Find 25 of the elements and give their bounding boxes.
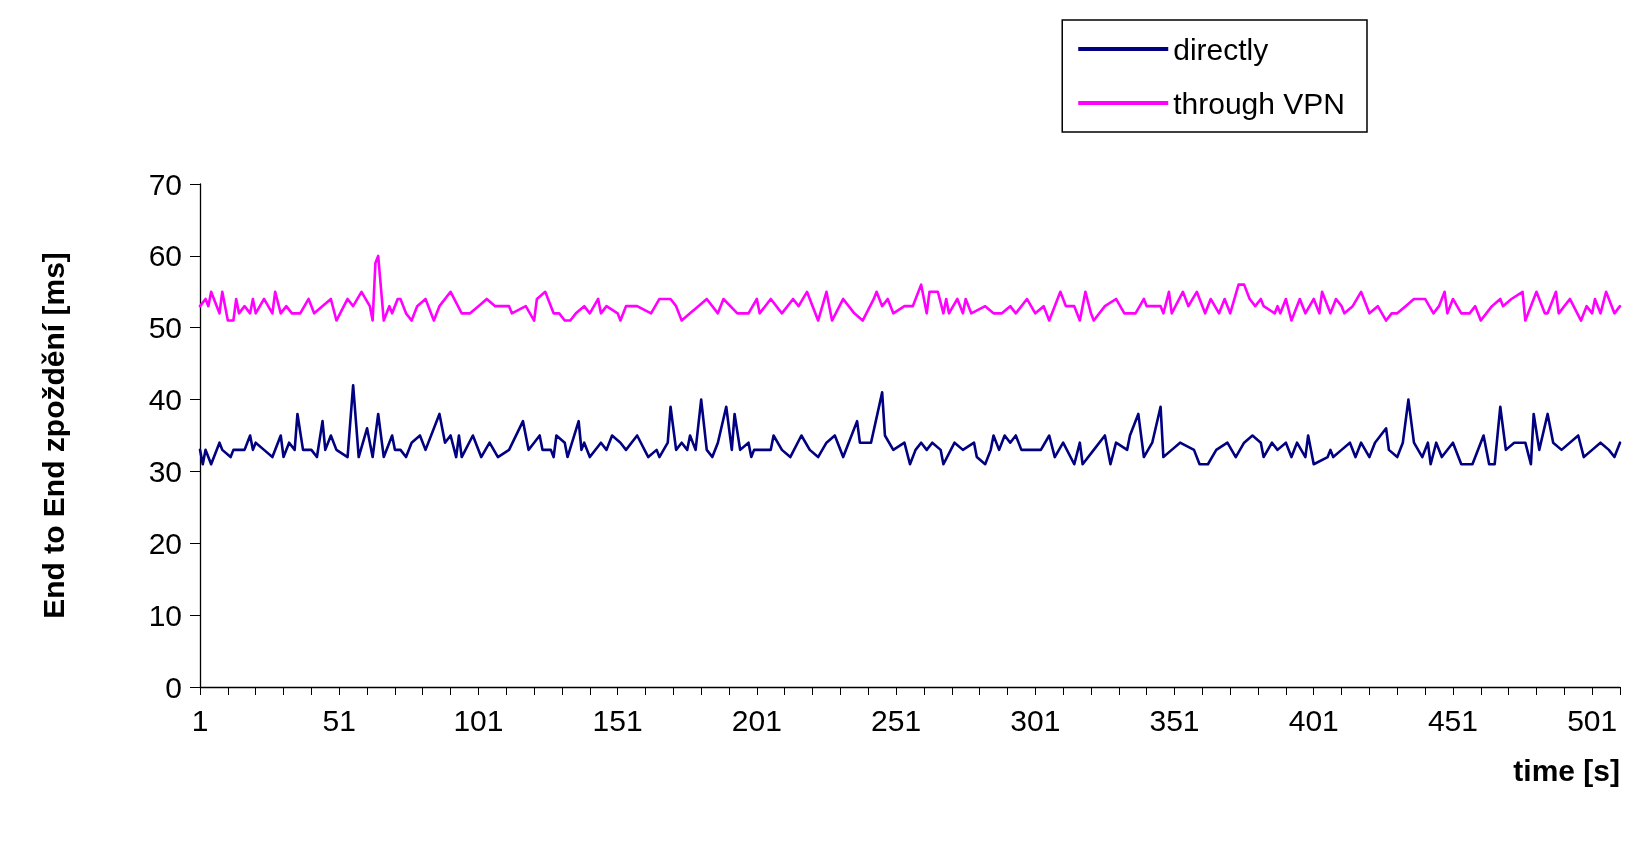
y-tick-label: 70	[148, 167, 182, 201]
x-tick-label: 301	[1010, 703, 1061, 737]
y-axis-title: End to End zpoždění [ms]	[36, 252, 70, 619]
y-tick-label: 50	[148, 311, 182, 345]
x-tick-label: 101	[453, 703, 504, 737]
y-tick-label: 10	[148, 598, 182, 632]
line-series	[198, 383, 1622, 466]
legend-label: directly	[1173, 32, 1269, 66]
x-tick-label: 501	[1567, 703, 1618, 737]
x-tick-label: 201	[731, 703, 782, 737]
y-tick-label: 60	[148, 239, 182, 273]
x-tick-label: 51	[322, 703, 356, 737]
line-series	[198, 254, 1622, 322]
x-tick-label: 1	[191, 703, 209, 737]
y-tick-label: 20	[148, 526, 182, 560]
legend-label: through VPN	[1173, 86, 1346, 120]
y-tick-label: 40	[148, 383, 182, 417]
x-axis-title: time [s]	[1513, 753, 1620, 787]
y-tick-label: 0	[165, 670, 182, 704]
x-tick-label: 351	[1149, 703, 1200, 737]
x-tick-label: 151	[592, 703, 643, 737]
y-tick-label: 30	[148, 454, 182, 488]
x-tick-label: 251	[871, 703, 922, 737]
x-tick-label: 451	[1427, 703, 1478, 737]
x-tick-label: 401	[1288, 703, 1339, 737]
